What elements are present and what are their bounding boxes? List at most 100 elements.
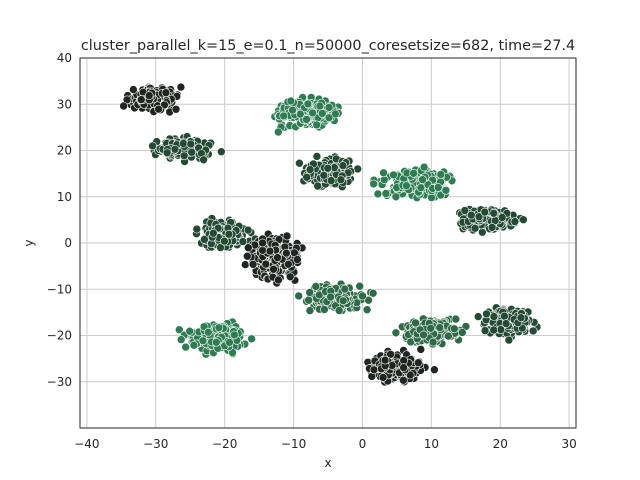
data-point [273, 127, 283, 137]
data-point [399, 363, 408, 372]
data-point [418, 175, 427, 184]
data-point [477, 227, 487, 237]
data-point [428, 337, 438, 347]
data-point [204, 327, 213, 337]
data-point [212, 337, 221, 347]
data-point [294, 291, 304, 301]
data-point [378, 373, 388, 382]
data-point [238, 237, 248, 246]
data-point [220, 236, 229, 246]
data-point [148, 141, 157, 151]
data-point [391, 328, 401, 338]
data-point [230, 330, 239, 340]
data-point [179, 151, 189, 161]
data-point [480, 326, 490, 335]
data-point [497, 213, 507, 222]
data-point [295, 109, 305, 119]
data-point [373, 189, 383, 199]
data-point [416, 345, 426, 354]
data-point [338, 161, 348, 170]
data-point [176, 335, 186, 344]
data-point [217, 147, 226, 156]
data-point [274, 275, 283, 285]
data-point [144, 91, 154, 100]
data-point [441, 186, 451, 195]
data-point [444, 331, 453, 341]
data-point [369, 365, 379, 375]
data-point [489, 209, 499, 218]
data-point [187, 147, 196, 157]
data-point [161, 88, 171, 97]
data-point [482, 309, 491, 319]
data-point [288, 105, 297, 115]
data-point [326, 292, 335, 302]
data-point [433, 183, 443, 192]
data-point [302, 115, 311, 124]
data-point [248, 260, 258, 269]
data-point [192, 224, 202, 234]
data-point [216, 243, 225, 252]
data-point [189, 340, 199, 350]
data-point [416, 183, 426, 192]
data-point [241, 260, 250, 269]
data-point [171, 105, 181, 114]
x-tick-labels: −40 −30 −20 −10 0 10 20 30 [74, 437, 577, 451]
data-point [368, 288, 378, 298]
data-point [175, 325, 184, 335]
data-point [320, 305, 329, 314]
data-point [185, 326, 194, 336]
data-point [198, 336, 208, 346]
data-point [473, 312, 483, 321]
data-point [419, 162, 429, 172]
data-point [247, 334, 256, 344]
x-tick-label: −10 [281, 437, 306, 451]
data-point [119, 101, 128, 111]
x-tick-label: 30 [561, 437, 576, 451]
data-point [430, 365, 439, 375]
data-point [243, 225, 253, 235]
data-point [379, 168, 388, 178]
data-point [244, 243, 253, 252]
data-point [451, 314, 461, 324]
data-point [409, 169, 418, 178]
data-point [460, 206, 470, 215]
data-point [324, 103, 334, 112]
data-point [269, 264, 278, 274]
data-point [258, 238, 267, 248]
data-point [419, 330, 428, 340]
y-tick-label: 20 [57, 144, 72, 158]
data-point [293, 255, 302, 264]
data-point [516, 313, 526, 323]
data-point [519, 215, 528, 224]
plot-frame [79, 57, 577, 429]
data-point [391, 192, 401, 202]
data-point [405, 370, 415, 380]
y-tick-label: 30 [57, 97, 72, 111]
y-tick-label: −20 [47, 329, 72, 343]
y-tick-label: 40 [57, 51, 72, 65]
data-point [282, 248, 291, 258]
data-point [308, 108, 317, 118]
y-tick-label: −30 [47, 375, 72, 389]
x-tick-label: 10 [424, 437, 439, 451]
data-point [528, 326, 538, 336]
data-point [162, 148, 172, 158]
data-point [154, 104, 163, 114]
data-point [457, 328, 467, 337]
data-point [273, 253, 282, 262]
data-point [282, 231, 292, 241]
y-tick-label: −10 [47, 282, 72, 296]
data-point [129, 85, 138, 94]
data-point [326, 176, 336, 185]
data-point [225, 338, 234, 347]
data-point [243, 251, 252, 261]
data-point [466, 210, 476, 220]
data-point [500, 311, 509, 321]
data-point [362, 305, 372, 315]
data-point [413, 358, 423, 368]
y-tick-label: 0 [64, 236, 72, 250]
x-tick-label: −30 [143, 437, 168, 451]
y-tick-label: 10 [57, 190, 72, 204]
data-point [311, 282, 321, 291]
